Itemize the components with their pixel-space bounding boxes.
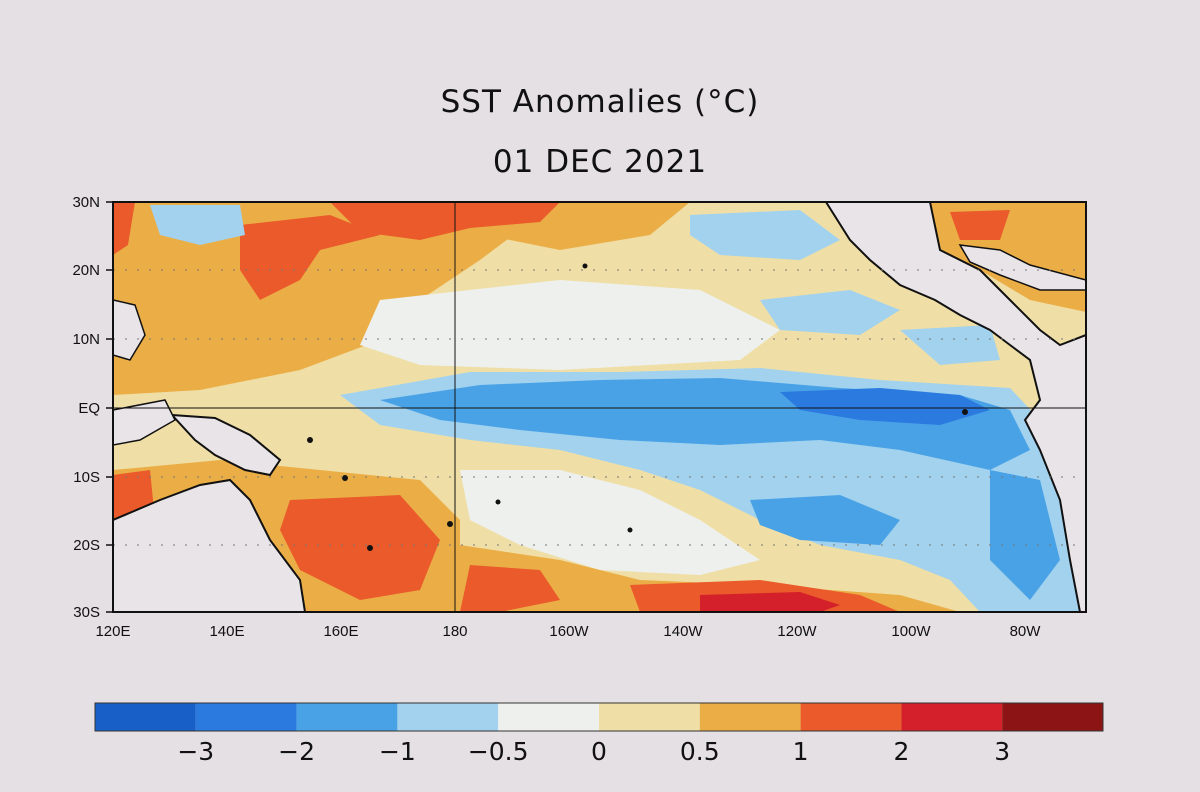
new-guinea-land (169, 413, 282, 477)
lon-label-160w: 160W (549, 623, 589, 640)
colorbar-swatch-5 (498, 703, 599, 731)
lon-label-140e: 140E (209, 623, 244, 640)
colorbar-swatch-7 (699, 703, 801, 731)
hot-patch-west-edge (113, 202, 135, 255)
map-date: 01 DEC 2021 (492, 144, 708, 180)
colorbar-swatch-2 (195, 703, 297, 731)
hot-patch-nw (240, 215, 380, 300)
cold-tongue-strong (780, 388, 990, 425)
colorbar-label-4: −0.5 (468, 737, 529, 766)
island-hawaii (582, 263, 588, 269)
philippines-land (113, 299, 146, 361)
lat-label-20n: 20N (72, 262, 100, 279)
island-samoa (495, 499, 501, 505)
lon-label-120w: 120W (777, 623, 817, 640)
warm-pool-north (113, 202, 520, 395)
hot-patch-north (330, 202, 560, 240)
colorbar: −3 −2 −1 −0.5 0 0.5 1 2 3 (94, 702, 1104, 766)
lat-label-30s: 30S (73, 604, 100, 621)
colorbar-label-3: −1 (379, 737, 416, 766)
colorbar-swatch-1 (95, 703, 196, 731)
hot-patch-caribbean (950, 210, 1010, 240)
island-vanuatu (342, 475, 348, 481)
lon-label-180: 180 (442, 623, 467, 640)
colorbar-swatch-6 (599, 703, 700, 731)
colorbar-label-8: 2 (893, 737, 909, 766)
colorbar-swatch-9 (901, 703, 1003, 731)
colorbar-swatch-3 (296, 703, 398, 731)
cuba-land (958, 244, 1086, 291)
lon-label-80w: 80W (1010, 623, 1042, 640)
indonesia-land (113, 399, 176, 446)
neutral-band-equatorial-north (360, 280, 780, 370)
colorbar-label-6: 0.5 (680, 737, 720, 766)
australia-land (113, 478, 307, 612)
island-galapagos (962, 409, 968, 415)
hot-patch-south-central (460, 565, 560, 612)
lon-label-120e: 120E (95, 623, 130, 640)
neutral-area-south (460, 470, 760, 575)
map-frame (112, 201, 1087, 613)
colorbar-swatch-10 (1002, 703, 1103, 731)
colorbar-label-5: 0 (591, 737, 607, 766)
lat-label-10s: 10S (73, 469, 100, 486)
colorbar-frame (94, 702, 1104, 732)
colorbar-label-9: 3 (994, 737, 1010, 766)
colorbar-swatch-4 (397, 703, 499, 731)
lon-label-160e: 160E (323, 623, 358, 640)
cool-patch-peru (990, 470, 1060, 600)
colorbar-label-2: −2 (278, 737, 315, 766)
island-new-caledonia (367, 545, 373, 551)
island-tahiti (627, 527, 633, 533)
island-fiji (447, 521, 453, 527)
very-hot-patch-south (700, 592, 840, 612)
map-title: SST Anomalies (°C) (440, 84, 760, 120)
hot-patch-sw (280, 495, 440, 600)
lat-label-10n: 10N (72, 331, 100, 348)
sst-field (113, 202, 1086, 612)
latitude-axis: 30N 20N 10N EQ 10S 20S 30S (72, 194, 113, 621)
lat-label-20s: 20S (73, 537, 100, 554)
colorbar-swatch-8 (800, 703, 902, 731)
americas-land (824, 202, 1086, 612)
longitude-axis: 120E 140E 160E 180 160W 140W 120W 100W 8… (95, 623, 1041, 640)
lat-label-30n: 30N (72, 194, 100, 211)
map-grid (113, 202, 1086, 612)
island-solomon (307, 437, 313, 443)
cool-patch-north-east (690, 210, 840, 260)
lon-label-140w: 140W (663, 623, 703, 640)
lon-label-100w: 100W (891, 623, 931, 640)
lat-label-eq: EQ (78, 400, 100, 417)
cool-patch-nw (150, 205, 245, 245)
colorbar-label-7: 1 (793, 737, 809, 766)
cool-patch-ne3 (900, 325, 1000, 365)
cool-patch-south (750, 495, 900, 545)
colorbar-label-1: −3 (177, 737, 214, 766)
cool-patch-ne2 (760, 290, 900, 335)
